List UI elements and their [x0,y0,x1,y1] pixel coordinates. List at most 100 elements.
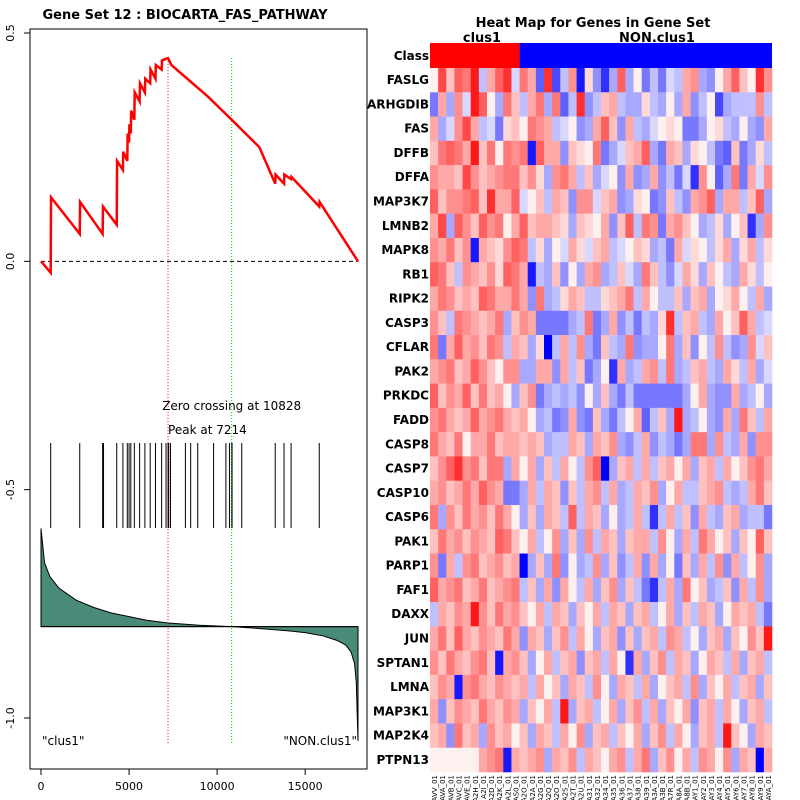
heatmap-cell [649,480,659,506]
heatmap-cell [723,723,732,749]
heatmap-cell [576,262,586,287]
heatmap-cell [755,577,765,603]
heatmap-cell [755,504,765,530]
heatmap-cell [747,213,757,239]
heatmap-cell [658,626,667,651]
heatmap-cell [438,553,447,579]
heatmap-cell [698,286,708,312]
heatmap-cell [649,165,659,190]
heatmap-cell [625,747,634,773]
heatmap-cell [584,602,594,627]
heatmap-cell [446,674,455,700]
heatmap-cell [454,237,463,263]
heatmap-cell [519,310,529,336]
gene-label: CASP3 [385,316,429,330]
heatmap-cell [682,407,691,433]
heatmap-cell [617,310,626,336]
heatmap-cell [568,553,577,579]
heatmap-cell [649,310,659,336]
heatmap-cell [560,165,569,190]
heatmap-cell [487,140,496,166]
heatmap-cell [763,432,773,457]
heatmap-cell [609,602,618,627]
heatmap-cell [478,335,488,360]
heatmap-cell [763,504,773,530]
heatmap-cell [470,626,480,651]
sample-label: AA32_01 [594,775,602,800]
heatmap-cell [584,116,594,142]
heatmap-cell [560,723,569,749]
heatmap-cell [519,456,529,481]
heatmap-cell [706,504,716,530]
heatmap-cell [755,165,765,190]
heatmap-cell [535,262,545,287]
heatmap-cell [503,359,512,384]
heatmap-cell [462,504,472,530]
heatmap-cell [706,480,716,506]
heatmap-cell [731,359,740,384]
heatmap-cell [731,262,740,287]
heatmap-cell [527,189,537,214]
heatmap-cell [609,577,618,603]
heatmap-cell [715,456,724,481]
heatmap-cell [470,480,480,506]
heatmap-cell [438,626,447,651]
heatmap-cell [601,262,610,287]
heatmap-cell [674,650,683,676]
heatmap-cell [503,407,512,433]
gene-label: PTPN13 [376,753,429,767]
heatmap-cell [649,504,659,530]
sample-label: A2G_01 [537,775,545,800]
heatmap-cell [625,237,634,263]
heatmap-cell [763,650,773,676]
heatmap-cell [446,432,455,457]
heatmap-cell [723,456,732,481]
heatmap-cell [690,602,700,627]
heatmap-cell [438,674,447,700]
heatmap-cell [430,359,439,384]
heatmap-cell [592,504,602,530]
heatmap-cell [503,92,512,117]
heatmap-cell [470,504,480,530]
heatmap-cell [438,723,447,749]
heatmap-cell [666,504,675,530]
heatmap-cell [454,553,463,579]
heatmap-cell [519,432,529,457]
heatmap-cell [601,529,610,554]
heatmap-cell [723,504,732,530]
heatmap-cell [511,68,520,93]
heatmap-cell [641,577,651,603]
heatmap-cell [511,504,520,530]
heatmap-cell [454,286,463,312]
heatmap-cell [666,480,675,506]
heatmap-cell [649,335,659,360]
sample-label: AAY7_01 [741,775,749,800]
sample-label: AVB_01 [447,775,455,800]
heatmap-cell [535,286,545,312]
heatmap-cell [511,432,520,457]
heatmap-cell [706,456,716,481]
heatmap-cell [723,432,732,457]
heatmap-cell [470,237,480,263]
heatmap-cell [625,116,634,142]
heatmap-cell [633,262,643,287]
heatmap-cell [584,189,594,214]
heatmap-cell [755,723,765,749]
heatmap-cell [454,456,463,481]
heatmap-cell [755,529,765,554]
heatmap-cell [544,480,553,506]
heatmap-cell [584,213,594,239]
heatmap-cell [601,359,610,384]
heatmap-cell [641,189,651,214]
heatmap-cell [747,650,757,676]
heatmap-cell [601,456,610,481]
heatmap-cell [478,407,488,433]
heatmap-cell [438,286,447,312]
heatmap-cell [723,68,732,93]
heatmap-cell [739,262,748,287]
heatmap-cell [470,310,480,336]
heatmap-cell [755,699,765,724]
heatmap-cell [584,310,594,336]
heatmap-cell [617,650,626,676]
heatmap-cell [674,553,683,579]
